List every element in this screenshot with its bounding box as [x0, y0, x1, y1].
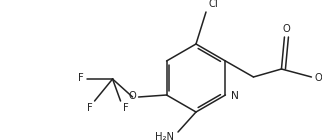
Text: O: O — [283, 24, 290, 34]
Text: H₂N: H₂N — [156, 132, 175, 140]
Text: F: F — [78, 73, 83, 83]
Text: O: O — [315, 73, 322, 83]
Text: F: F — [87, 103, 92, 113]
Text: Cl: Cl — [209, 0, 219, 9]
Text: N: N — [232, 91, 239, 101]
Text: O: O — [129, 91, 137, 101]
Text: F: F — [123, 103, 128, 113]
